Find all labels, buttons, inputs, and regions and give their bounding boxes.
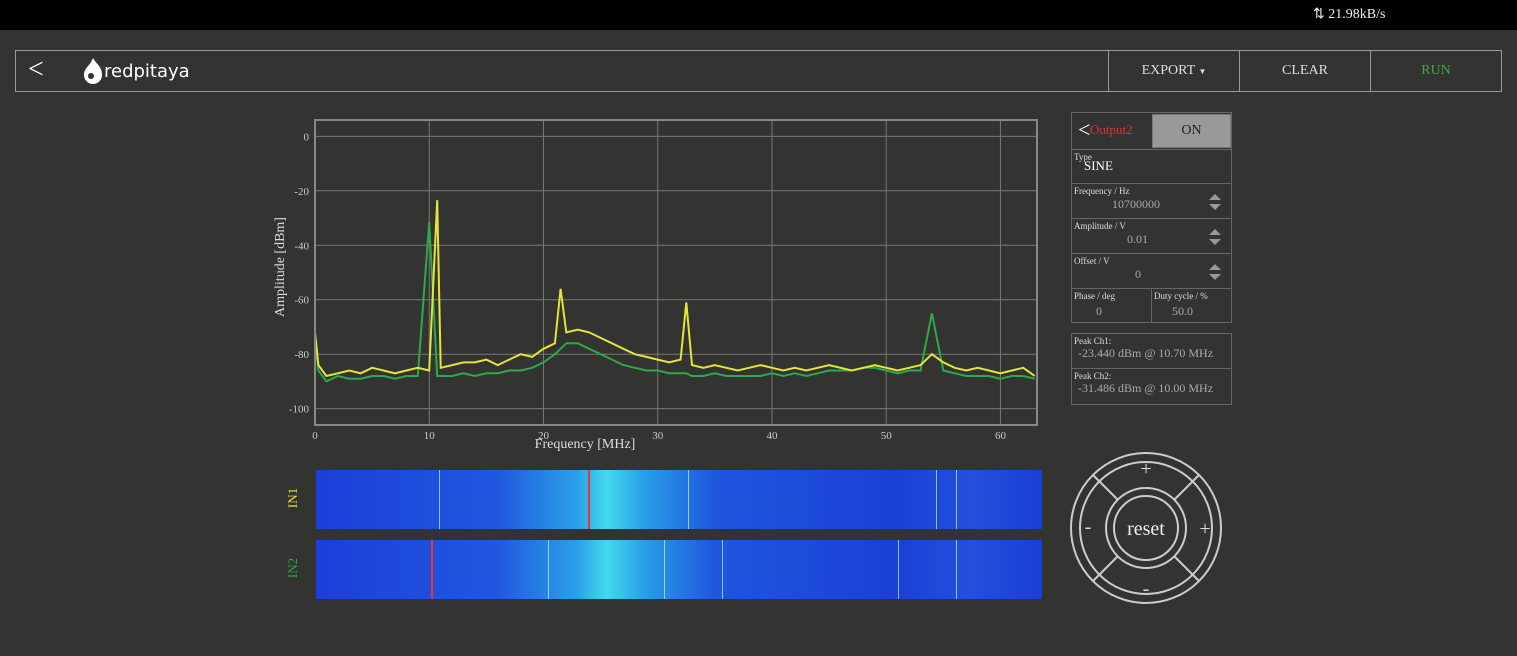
peak-value: -31.486 dBm @ 10.00 MHz bbox=[1078, 381, 1214, 395]
x-tick-label: 50 bbox=[881, 430, 893, 442]
field-label: Duty cycle / % bbox=[1154, 291, 1208, 301]
x-axis-label: Frequency [MHz] bbox=[535, 437, 636, 452]
x-tick-label: 0 bbox=[312, 430, 318, 442]
waterfall-label: IN1 bbox=[285, 487, 301, 509]
clear-text: CLEAR bbox=[1282, 63, 1328, 78]
peak-value: -23.440 dBm @ 10.70 MHz bbox=[1078, 346, 1214, 360]
y-tick-label: -20 bbox=[294, 186, 309, 198]
y-axis-label: Amplitude [dBm] bbox=[273, 217, 288, 317]
status-bar: ⇅ 21.98kB/s bbox=[0, 0, 1517, 30]
x-tick-label: 20 bbox=[538, 430, 550, 442]
logo-text: redpitaya bbox=[104, 60, 190, 82]
type-field[interactable]: Type SINE bbox=[1072, 150, 1231, 184]
x-tick-label: 30 bbox=[652, 430, 664, 442]
y-tick-label: -100 bbox=[289, 404, 310, 416]
peak-label: Peak Ch2: bbox=[1074, 371, 1112, 381]
output-panel: < Output2 ON Type SINE Frequency / Hz 1070… bbox=[1071, 112, 1232, 323]
waterfall-in2 bbox=[316, 540, 1042, 599]
field-value: 0.01 bbox=[1127, 232, 1148, 246]
y-tick-label: 0 bbox=[304, 131, 310, 143]
field-label: Amplitude / V bbox=[1074, 221, 1126, 231]
joystick: + - + - reset bbox=[1070, 452, 1222, 604]
run-text: RUN bbox=[1421, 63, 1451, 78]
amplitude-field[interactable]: Amplitude / V 0.01 bbox=[1072, 219, 1231, 254]
field-value: 0 bbox=[1096, 304, 1102, 318]
output-channel: Output2 bbox=[1090, 122, 1133, 137]
peak-label: Peak Ch1: bbox=[1074, 336, 1112, 346]
output-back[interactable]: < bbox=[1078, 117, 1091, 142]
run-button[interactable]: RUN bbox=[1370, 51, 1501, 91]
y-tick-label: -40 bbox=[294, 240, 309, 252]
joystick-left[interactable]: - bbox=[1085, 516, 1092, 538]
waterfall-label: IN2 bbox=[285, 557, 301, 579]
joystick-right[interactable]: + bbox=[1199, 518, 1210, 540]
output-toggle[interactable]: ON bbox=[1152, 114, 1231, 148]
phase-field[interactable]: Phase / deg 0 bbox=[1072, 289, 1152, 323]
export-text: EXPORT bbox=[1141, 63, 1195, 78]
spectrum-chart: Frequency [MHz] Amplitude [dBm] 0 -20 -40 -… bbox=[273, 119, 1038, 452]
clear-button[interactable]: CLEAR bbox=[1239, 51, 1370, 91]
logo: redpitaya bbox=[82, 55, 190, 87]
field-label: Type bbox=[1074, 152, 1092, 162]
spectrum-line bbox=[314, 200, 1036, 378]
back-button[interactable]: < bbox=[28, 54, 44, 85]
header: < redpitaya EXPORT ▼ CLEAR RUN bbox=[15, 50, 1502, 92]
peak-ch2: Peak Ch2: -31.486 dBm @ 10.00 MHz bbox=[1072, 369, 1231, 403]
field-value: 50.0 bbox=[1172, 304, 1193, 318]
export-button[interactable]: EXPORT ▼ bbox=[1108, 51, 1239, 91]
offset-field[interactable]: Offset / V 0 bbox=[1072, 254, 1231, 289]
spectrum-line bbox=[314, 222, 1035, 383]
duty-field[interactable]: Duty cycle / % 50.0 bbox=[1152, 289, 1231, 323]
field-label: Frequency / Hz bbox=[1074, 186, 1130, 196]
x-tick-label: 60 bbox=[995, 430, 1007, 442]
logo-icon bbox=[84, 58, 102, 84]
peak-ch1: Peak Ch1: -23.440 dBm @ 10.70 MHz bbox=[1072, 334, 1231, 369]
x-tick-label: 10 bbox=[424, 430, 436, 442]
y-tick-label: -80 bbox=[294, 349, 309, 361]
frequency-field[interactable]: Frequency / Hz 10700000 bbox=[1072, 184, 1231, 219]
joystick-reset[interactable]: reset bbox=[1127, 518, 1165, 540]
field-value: 10700000 bbox=[1112, 197, 1160, 211]
field-value: 0 bbox=[1135, 267, 1141, 281]
output-header: < Output2 ON bbox=[1072, 113, 1231, 150]
peak-panel: Peak Ch1: -23.440 dBm @ 10.70 MHz Peak Ch… bbox=[1071, 333, 1232, 405]
field-value: SINE bbox=[1084, 158, 1113, 173]
joystick-down[interactable]: - bbox=[1143, 578, 1150, 600]
y-tick-label: -60 bbox=[294, 295, 309, 307]
plot-area bbox=[315, 120, 1037, 425]
x-tick-label: 40 bbox=[766, 430, 778, 442]
speed-text: 21.98kB/s bbox=[1328, 7, 1386, 22]
field-label: Phase / deg bbox=[1074, 291, 1115, 301]
phase-duty-row: Phase / deg 0 Duty cycle / % 50.0 bbox=[1072, 289, 1231, 323]
waterfall-in1 bbox=[316, 470, 1042, 529]
network-speed: ⇅ 21.98kB/s bbox=[1313, 7, 1386, 22]
joystick-up[interactable]: + bbox=[1140, 458, 1151, 480]
field-label: Offset / V bbox=[1074, 256, 1110, 266]
plot-border bbox=[314, 119, 1038, 426]
